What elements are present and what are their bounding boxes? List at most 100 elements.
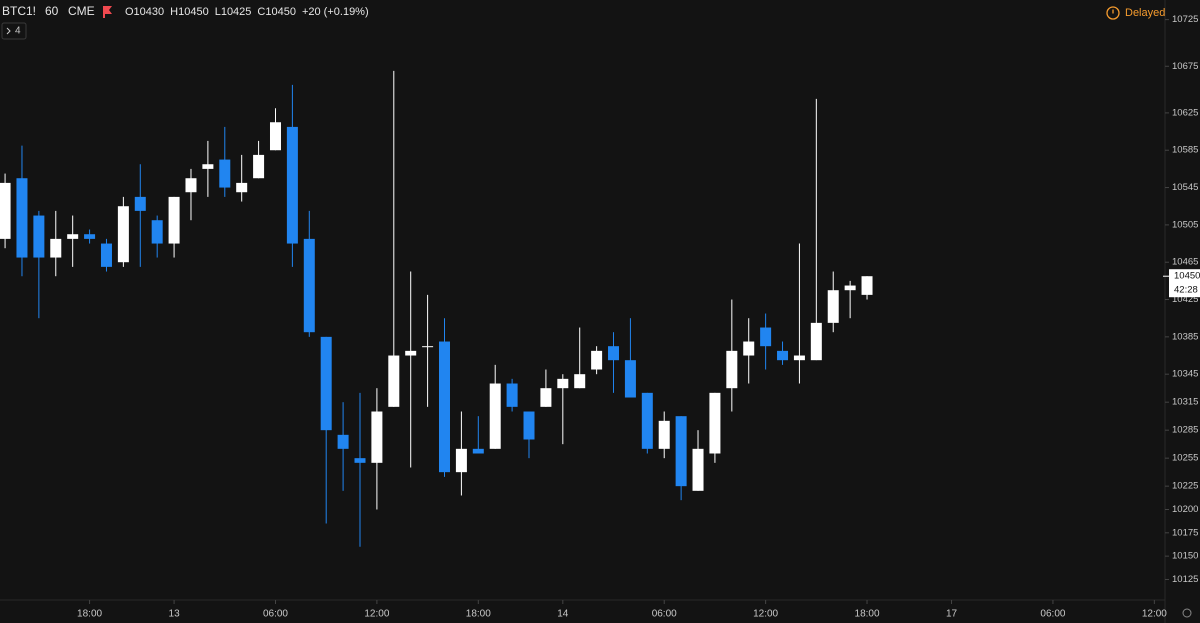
candle-body bbox=[827, 290, 839, 323]
chevron-icon bbox=[6, 27, 11, 35]
y-tick-label: 10125 bbox=[1172, 574, 1198, 585]
candle-body bbox=[506, 383, 518, 407]
y-tick-label: 10545 bbox=[1172, 182, 1198, 193]
candle-body bbox=[692, 448, 704, 491]
candle-body bbox=[202, 164, 214, 169]
ohlc-value: C10450 bbox=[257, 6, 296, 18]
candle-body bbox=[405, 350, 417, 356]
candle-body bbox=[219, 159, 231, 188]
x-tick-label: 12:00 bbox=[364, 609, 389, 620]
y-tick-label: 10425 bbox=[1172, 294, 1198, 305]
y-tick-label: 10225 bbox=[1172, 481, 1198, 492]
candle-body bbox=[236, 182, 248, 193]
ohlc-value: L10425 bbox=[215, 6, 252, 18]
candle-body bbox=[253, 154, 265, 179]
exchange: CME bbox=[68, 4, 95, 18]
candle-body bbox=[422, 346, 434, 348]
y-tick-label: 10200 bbox=[1172, 504, 1198, 515]
candle-body bbox=[591, 350, 603, 370]
candle-body bbox=[286, 126, 298, 244]
indicator-toggle[interactable] bbox=[1, 22, 27, 40]
candle-body bbox=[760, 327, 772, 347]
candle-body bbox=[439, 341, 451, 473]
x-tick-label: 18:00 bbox=[77, 609, 102, 620]
ohlc-value: +20 (+0.19%) bbox=[302, 6, 369, 18]
x-tick-label: 06:00 bbox=[652, 609, 677, 620]
x-tick-label: 18:00 bbox=[855, 609, 880, 620]
candle-body bbox=[726, 350, 738, 389]
candle-body bbox=[455, 448, 467, 473]
candle-body bbox=[777, 350, 789, 361]
x-tick-label: 17 bbox=[946, 609, 958, 620]
delayed-icon bbox=[1106, 6, 1120, 20]
candle-body bbox=[354, 458, 366, 463]
x-tick-label: 12:00 bbox=[1142, 609, 1167, 620]
y-tick-label: 10150 bbox=[1172, 551, 1198, 562]
candle-body bbox=[861, 276, 873, 295]
candle-body bbox=[50, 238, 62, 258]
candle-body bbox=[641, 392, 653, 449]
candle-body bbox=[100, 243, 112, 267]
flag-icon bbox=[103, 6, 112, 18]
candle-body bbox=[743, 341, 755, 356]
y-tick-label: 10465 bbox=[1172, 257, 1198, 268]
candle-body bbox=[0, 182, 11, 239]
candle-body bbox=[337, 434, 349, 449]
candle-body bbox=[624, 360, 636, 398]
y-tick-label: 10345 bbox=[1172, 369, 1198, 380]
candle-body bbox=[168, 196, 180, 244]
y-tick-label: 10725 bbox=[1172, 14, 1198, 25]
candle-body bbox=[269, 122, 281, 151]
y-tick-label: 10385 bbox=[1172, 331, 1198, 342]
last-price-label: 10450 bbox=[1174, 271, 1200, 282]
candle-body bbox=[793, 355, 805, 361]
candle-body bbox=[675, 416, 687, 487]
candle-body bbox=[320, 336, 332, 431]
candle-body bbox=[540, 388, 552, 407]
candle-body bbox=[67, 234, 79, 239]
ohlc-value: H10450 bbox=[170, 6, 209, 18]
indicator-count: 4 bbox=[15, 26, 21, 37]
y-tick-label: 10315 bbox=[1172, 397, 1198, 408]
x-tick-label: 12:00 bbox=[753, 609, 778, 620]
candle-body bbox=[303, 238, 315, 333]
candle-body bbox=[134, 196, 146, 211]
candle-body bbox=[557, 378, 569, 389]
x-tick-label: 13 bbox=[169, 609, 181, 620]
candle-body bbox=[844, 285, 856, 291]
x-tick-label: 06:00 bbox=[1040, 609, 1065, 620]
candle-body bbox=[371, 411, 383, 463]
candle-body bbox=[810, 322, 822, 361]
candle-body bbox=[709, 392, 721, 454]
ohlc-value: O10430 bbox=[125, 6, 164, 18]
candle-body bbox=[574, 374, 586, 389]
delayed-status[interactable]: Delayed bbox=[1125, 7, 1165, 19]
countdown-label: 42:28 bbox=[1174, 285, 1198, 296]
y-tick-label: 10285 bbox=[1172, 425, 1198, 436]
symbol[interactable]: BTC1! bbox=[2, 4, 36, 18]
y-tick-label: 10255 bbox=[1172, 453, 1198, 464]
candle-body bbox=[84, 234, 96, 239]
candle-body bbox=[185, 178, 197, 193]
candle-body bbox=[472, 448, 484, 454]
settings-icon[interactable] bbox=[1182, 608, 1192, 618]
candle-body bbox=[33, 215, 45, 258]
x-tick-label: 18:00 bbox=[466, 609, 491, 620]
x-tick-label: 14 bbox=[557, 609, 569, 620]
candle-body bbox=[489, 383, 501, 449]
candle-body bbox=[608, 346, 620, 361]
y-tick-label: 10175 bbox=[1172, 527, 1198, 538]
candle-body bbox=[151, 220, 163, 244]
candle-body bbox=[388, 355, 400, 407]
interval[interactable]: 60 bbox=[45, 4, 59, 18]
candle-body bbox=[658, 420, 670, 449]
candle-body bbox=[117, 206, 129, 263]
y-tick-label: 10625 bbox=[1172, 107, 1198, 118]
y-tick-label: 10675 bbox=[1172, 61, 1198, 72]
y-tick-label: 10505 bbox=[1172, 219, 1198, 230]
last-price-box bbox=[1169, 269, 1200, 298]
x-tick-label: 06:00 bbox=[263, 609, 288, 620]
header: BTC1! 60 CME 4 Delayed O10430 H10450 L1042… bbox=[1, 4, 1192, 618]
